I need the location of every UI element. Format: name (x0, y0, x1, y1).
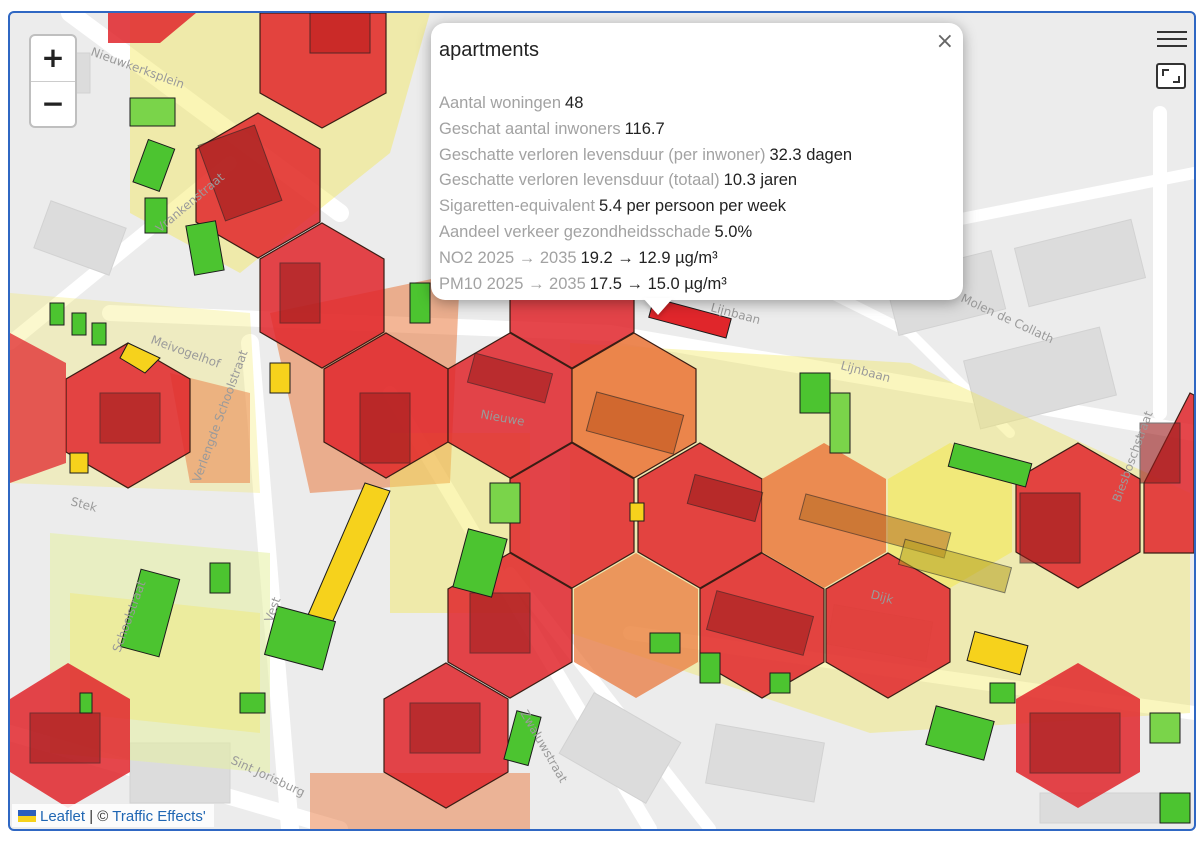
row-label: Geschatte verloren levensduur (totaal) (439, 171, 720, 190)
hexagon-cell (10, 333, 66, 483)
hexagon-cell (108, 13, 196, 43)
attribution: Leaflet | © Traffic Effects' (12, 804, 214, 827)
row-label: Aantal woningen (439, 94, 562, 112)
zoom-out-button[interactable]: − (31, 81, 75, 126)
row-label: Geschatte verloren levensduur (per inwon… (439, 145, 766, 164)
copyright-symbol: © (97, 808, 109, 825)
popup-tip (643, 298, 673, 315)
popup-row: Aantal woningen 48 (439, 91, 955, 117)
zoom-in-button[interactable]: + (41, 41, 65, 74)
row-label: NO2 2025 → 2035 (439, 248, 577, 267)
close-icon[interactable]: × (935, 29, 954, 54)
row-value: 32.3 dagen (769, 145, 853, 164)
row-value: 5.4 per persoon per week (598, 197, 787, 216)
hamburger-icon (1157, 31, 1187, 33)
map-canvas[interactable]: Nieuwkerksplein Meivogelhof Stek Lijnbaa… (10, 13, 1194, 829)
zoom-control: + − (29, 34, 77, 128)
popup-row: Geschatte verloren levensduur (per inwon… (439, 143, 955, 169)
popup-row: Sigaretten-equivalent 5.4 per persoon per… (439, 194, 955, 220)
layers-menu-button[interactable] (1157, 27, 1187, 49)
popup-row: Geschat aantal inwoners 116.7 (439, 117, 955, 143)
popup-row: NO2 2025 → 2035 19.2 → 12.9 µg/m³ (439, 246, 955, 272)
road-label: Dijk (869, 587, 895, 606)
feature-popup: × apartments Aantal woningen 48 Geschat a… (431, 23, 963, 300)
popup-row: PM10 2025 → 2035 17.5 → 15.0 µg/m³ (439, 272, 955, 298)
popup-title: apartments (439, 39, 540, 61)
row-value: 116.7 (624, 119, 665, 138)
row-label: PM10 2025 → 2035 (439, 274, 586, 293)
ukraine-flag-icon (18, 810, 36, 822)
hexagon-cell (509, 442, 635, 589)
popup-row: Geschatte verloren levensduur (totaal) 10… (439, 168, 955, 194)
fullscreen-icon (1162, 69, 1169, 76)
row-label: Aandeel verkeer gezondheidsschade (439, 222, 711, 241)
hexagon-cell (825, 552, 951, 699)
row-value: 48 (565, 94, 584, 112)
hexagon-cell (259, 222, 385, 369)
leaflet-link[interactable]: Leaflet (40, 808, 86, 825)
row-value: 19.2 → 12.9 µg/m³ (580, 248, 718, 267)
traffic-effects-link[interactable]: Traffic Effects' (112, 808, 206, 825)
map-container[interactable]: Nieuwkerksplein Meivogelhof Stek Lijnbaa… (8, 11, 1196, 831)
row-label: Geschat aantal inwoners (439, 119, 621, 138)
road-label: Stek (69, 494, 98, 514)
hexagon-cell (574, 553, 698, 698)
fullscreen-button[interactable] (1156, 63, 1186, 89)
row-label: Sigaretten-equivalent (439, 197, 595, 216)
row-value: 17.5 → 15.0 µg/m³ (589, 274, 727, 293)
row-value: 5.0% (714, 222, 753, 241)
row-value: 10.3 jaren (723, 171, 798, 190)
building-footprints[interactable] (29, 13, 1191, 824)
attribution-separator: | (89, 808, 94, 825)
popup-row: Aandeel verkeer gezondheidsschade 5.0% (439, 220, 955, 246)
